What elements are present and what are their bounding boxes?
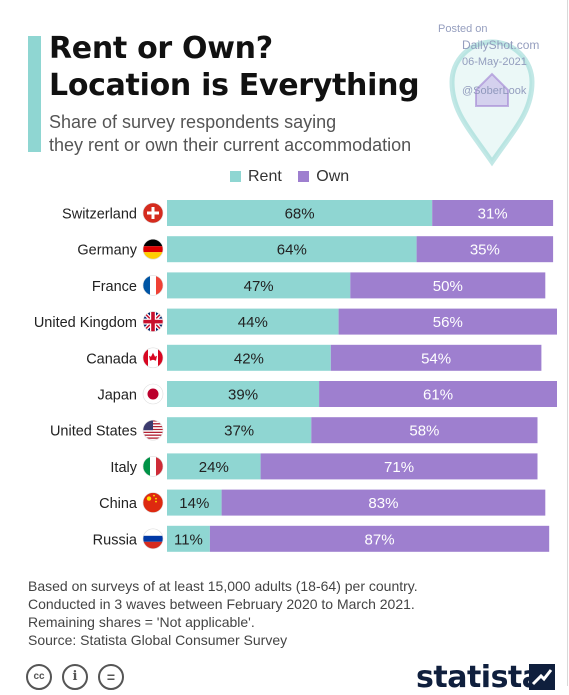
bar-chart: 68% 31% Switzerland 64% 35% Germany 47% 50% Fran…: [34, 200, 557, 552]
data-label-own: 50%: [433, 278, 463, 295]
bar-rent: [167, 417, 312, 444]
footer: cc i = statista: [26, 660, 566, 695]
legend-swatch-own: [298, 171, 310, 182]
subtitle-line-1: Share of survey respondents saying: [49, 112, 337, 132]
data-label-own: 54%: [421, 350, 451, 367]
bar-own: [330, 344, 542, 371]
chart-subtitle: Share of survey respondents saying they …: [49, 111, 469, 157]
bar-rent: [167, 272, 351, 299]
data-label-own: 35%: [470, 242, 500, 259]
category-label: United Kingdom: [34, 315, 137, 331]
bar-own: [209, 525, 550, 552]
data-label-own: 87%: [365, 531, 395, 548]
japan-flag-icon: [142, 383, 164, 405]
source-note: Source: Statista Global Consumer Survey: [28, 632, 288, 648]
category-label: China: [99, 496, 138, 512]
footnote-line: Conducted in 3 waves between February 20…: [28, 596, 415, 612]
footnotes: Based on surveys of at least 15,000 adul…: [28, 577, 418, 649]
bar-rent: [167, 344, 331, 371]
legend-item-rent: Rent: [230, 168, 282, 186]
footnote-line: Remaining shares = 'Not applicable'.: [28, 614, 255, 630]
category-label: France: [92, 279, 137, 295]
data-label-rent: 37%: [224, 423, 254, 440]
bar-own: [350, 272, 546, 299]
data-label-rent: 68%: [285, 206, 315, 223]
uk-flag-icon: [142, 311, 164, 332]
germany-flag-icon: [142, 238, 164, 260]
data-label-own: 83%: [368, 495, 398, 512]
no-derivatives-icon: =: [98, 664, 124, 690]
watermark-date: 06-May-2021: [462, 56, 527, 68]
data-label-own: 71%: [384, 459, 414, 476]
bar-rent: [167, 236, 417, 263]
chart-title: Rent or Own? Location is Everything: [49, 30, 420, 104]
legend-swatch-rent: [230, 171, 241, 182]
data-label-rent: 24%: [199, 459, 229, 476]
data-label-rent: 39%: [228, 387, 258, 404]
category-label: Japan: [97, 388, 137, 404]
creative-commons-icon: cc: [26, 664, 52, 690]
data-label-own: 58%: [409, 423, 439, 440]
bar-own: [311, 417, 538, 444]
category-label: Canada: [86, 351, 138, 367]
category-label: Italy: [110, 460, 137, 476]
statista-logo-icon: [529, 664, 555, 690]
data-label-rent: 14%: [179, 495, 209, 512]
bar-own: [416, 236, 554, 263]
bar-own: [319, 381, 557, 407]
watermark-posted: Posted on: [438, 23, 488, 35]
legend-label-rent: Rent: [248, 168, 282, 185]
bar-own: [432, 200, 554, 226]
data-label-own: 56%: [433, 314, 463, 331]
legend-item-own: Own: [298, 168, 349, 186]
watermark-site: DailyShot.com: [462, 38, 540, 52]
data-label-own: 61%: [423, 387, 453, 404]
bar-rent: [167, 453, 261, 480]
category-label: Switzerland: [62, 207, 137, 223]
watermark-handle: @SoberLook: [462, 85, 527, 97]
category-label: Germany: [77, 243, 137, 259]
title-line-1: Rent or Own?: [49, 31, 273, 66]
data-label-rent: 44%: [238, 314, 268, 331]
bar-rent: [167, 525, 210, 552]
watermark: Posted on DailyShot.com 06-May-2021 @Sob…: [430, 20, 560, 170]
attribution-icon: i: [62, 664, 88, 690]
canada-flag-icon: [142, 347, 164, 369]
location-pin-icon: [449, 39, 535, 167]
legend-label-own: Own: [316, 168, 350, 185]
switzerland-flag-icon: [142, 202, 164, 224]
title-accent-bar: [28, 36, 41, 152]
subtitle-line-2: they rent or own their current accommoda…: [49, 135, 412, 155]
data-label-rent: 11%: [174, 531, 203, 548]
statista-logo: statista: [416, 660, 542, 695]
data-label-rent: 47%: [244, 278, 274, 295]
footnote-line: Based on surveys of at least 15,000 adul…: [28, 578, 418, 594]
bar-rent: [167, 489, 222, 516]
bar-rent: [167, 308, 339, 335]
data-label-rent: 64%: [277, 242, 307, 259]
bar-rent: [167, 200, 433, 226]
usa-flag-icon: [142, 419, 164, 441]
bar-own: [260, 453, 538, 480]
bar-own: [221, 489, 546, 516]
china-flag-icon: [142, 492, 164, 513]
title-line-2: Location is Everything: [49, 68, 420, 103]
russia-flag-icon: [142, 528, 164, 550]
data-label-own: 31%: [478, 206, 508, 223]
category-label: Russia: [93, 532, 138, 548]
bar-rent: [167, 381, 320, 407]
bar-own: [338, 308, 557, 335]
category-label: United States: [50, 424, 137, 440]
italy-flag-icon: [142, 456, 164, 477]
legend: Rent Own: [230, 168, 361, 186]
france-flag-icon: [142, 275, 164, 296]
data-label-rent: 42%: [234, 350, 264, 367]
